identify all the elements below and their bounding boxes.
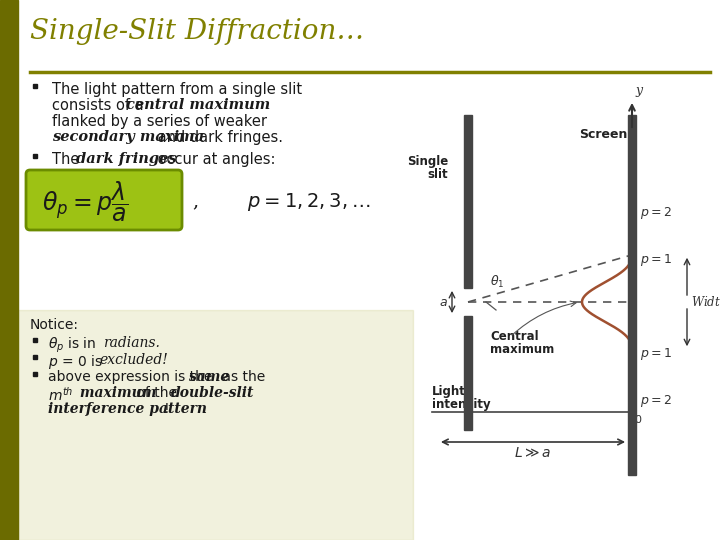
Text: $p = 2$: $p = 2$	[640, 393, 672, 409]
Bar	[628, 115, 636, 475]
Text: excluded!: excluded!	[99, 353, 168, 367]
Text: 0: 0	[634, 415, 641, 425]
Text: Notice:: Notice:	[30, 318, 79, 332]
Text: $p$ = 0 is: $p$ = 0 is	[48, 353, 104, 371]
Text: as the: as the	[218, 370, 265, 384]
Text: Single-Slit Diffraction…: Single-Slit Diffraction…	[30, 18, 364, 45]
Text: $a$: $a$	[439, 295, 448, 308]
Text: maximum: maximum	[75, 386, 156, 400]
Bar	[464, 115, 472, 288]
Bar	[464, 316, 472, 430]
Text: !: !	[164, 402, 170, 416]
Text: $p = 1$: $p = 1$	[640, 252, 672, 268]
Text: flanked by a series of weaker: flanked by a series of weaker	[52, 114, 267, 129]
Text: $p = 1$: $p = 1$	[640, 346, 672, 362]
Bar	[18, 310, 413, 540]
Text: double-slit: double-slit	[171, 386, 254, 400]
Text: Width $w$: Width $w$	[691, 295, 720, 309]
Text: The: The	[52, 152, 84, 167]
Text: slit: slit	[428, 168, 448, 181]
Text: Central: Central	[490, 330, 539, 343]
Text: occur at angles:: occur at angles:	[153, 152, 276, 167]
Text: intensity: intensity	[432, 398, 490, 411]
Text: $m^{th}$: $m^{th}$	[48, 386, 73, 404]
FancyBboxPatch shape	[26, 170, 182, 230]
Text: y: y	[635, 84, 642, 97]
Text: maximum: maximum	[490, 343, 554, 356]
Text: interference pattern: interference pattern	[48, 402, 207, 416]
Text: $p = 2$: $p = 2$	[640, 205, 672, 221]
Text: Light: Light	[432, 385, 466, 398]
Text: ,        $p = 1, 2, 3, \ldots$: , $p = 1, 2, 3, \ldots$	[192, 191, 371, 213]
Text: The light pattern from a single slit: The light pattern from a single slit	[52, 82, 302, 97]
Text: secondary maxima: secondary maxima	[52, 130, 204, 144]
Bar	[0, 0, 18, 540]
Text: and dark fringes.: and dark fringes.	[153, 130, 283, 145]
Text: same: same	[189, 370, 229, 384]
Text: $\theta_1$: $\theta_1$	[490, 274, 505, 290]
Text: radians.: radians.	[103, 336, 160, 350]
Text: above expression is the: above expression is the	[48, 370, 217, 384]
Text: Screen: Screen	[579, 128, 627, 141]
Text: $\theta_p$ is in: $\theta_p$ is in	[48, 336, 98, 355]
Text: $L \gg a$: $L \gg a$	[514, 446, 552, 460]
Text: of the: of the	[132, 386, 181, 400]
Text: Single: Single	[407, 155, 448, 168]
Text: consists of a: consists of a	[52, 98, 148, 113]
Text: dark fringes: dark fringes	[76, 152, 176, 166]
Text: $\theta_p = p\dfrac{\lambda}{a}$: $\theta_p = p\dfrac{\lambda}{a}$	[42, 180, 128, 224]
Text: central maximum: central maximum	[126, 98, 270, 112]
